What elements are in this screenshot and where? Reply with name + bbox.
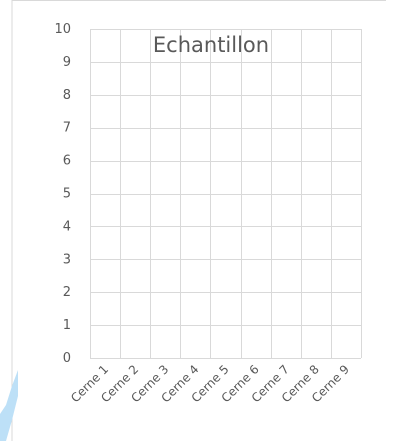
y-tick-label: 5 <box>63 187 71 202</box>
y-tick-label: 9 <box>63 55 71 70</box>
chart-title: Echantillon <box>153 33 269 57</box>
y-axis-ticks: 0 1 2 3 4 5 6 7 8 9 10 <box>54 22 71 366</box>
y-tick-label: 6 <box>63 154 71 169</box>
decorative-accent-shape <box>0 370 18 441</box>
y-tick-label: 7 <box>63 121 71 136</box>
y-tick-label: 2 <box>63 285 71 300</box>
y-tick-label: 4 <box>63 219 71 234</box>
grid-layer <box>90 29 362 359</box>
y-tick-label: 1 <box>63 318 71 333</box>
y-tick-label: 8 <box>63 88 71 103</box>
y-tick-label: 3 <box>63 252 71 267</box>
y-tick-label: 0 <box>63 351 71 366</box>
chart-frame-layer <box>11 0 386 441</box>
y-tick-label: 10 <box>54 22 71 37</box>
chart-area-border <box>11 0 386 441</box>
